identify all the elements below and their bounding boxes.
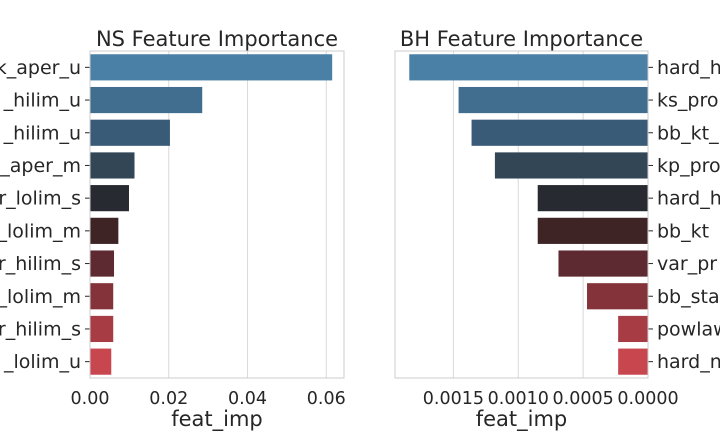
bh-bar [494, 152, 648, 179]
ns-x-tick-label: 0.00 [71, 389, 110, 409]
bh-x-tick-label: 0.0010 [488, 389, 549, 409]
ns-x-tick-label: 0.04 [228, 389, 267, 409]
ns-category-label: _hilim_u [3, 90, 81, 112]
bh-bar [558, 250, 648, 277]
bh-category-label: ks_pro [657, 90, 718, 112]
bh-bar [409, 54, 648, 81]
ns-x-ticks: 0.00 0.02 0.04 0.06 [71, 389, 346, 409]
bh-category-label: var_pr [657, 253, 717, 275]
bh-x-tick-label: 0.0000 [617, 389, 678, 409]
ns-category-label: _lolim_u [3, 351, 81, 373]
bh-category-label: bb_kt [657, 220, 709, 242]
bh-bar [537, 185, 648, 212]
bh-feature-importance-panel: 0.0015 0.0010 0.0005 0.0000 hard_h ks_pro bb_… [394, 27, 720, 432]
ns-chart-title: NS Feature Importance [96, 27, 338, 51]
ns-x-axis-label: feat_imp [171, 407, 263, 432]
bh-bar [618, 315, 648, 343]
ns-category-label: _hilim_u [3, 122, 81, 144]
ns-x-tick-label: 0.06 [307, 389, 346, 409]
bh-bars [409, 54, 648, 375]
ns-bar [90, 217, 119, 244]
ns-category-label: k_aper_u [0, 57, 81, 79]
bh-x-tick-label: 0.0005 [553, 389, 614, 409]
bh-bar [587, 283, 648, 310]
ns-bar [90, 315, 114, 343]
ns-bar [90, 283, 114, 310]
bh-x-axis-label: feat_imp [476, 407, 568, 432]
bh-bar [537, 217, 648, 244]
bh-category-label: hard_h [657, 188, 720, 210]
bh-category-labels: hard_h ks_pro bb_kt_ kp_pro hard_h bb_kt var_p… [648, 57, 720, 373]
ns-bars [90, 54, 333, 375]
bh-category-label: bb_sta [657, 286, 720, 308]
bh-category-label: hard_h [657, 57, 720, 79]
bh-category-label: hard_n [657, 351, 720, 373]
ns-category-labels: k_aper_u _hilim_u _hilim_u _aper_m r_lolim_s… [0, 57, 90, 373]
bh-axes-frame [394, 50, 649, 379]
bh-bar [458, 86, 648, 114]
ns-axes-frame [89, 50, 345, 379]
ns-category-label: _aper_m [0, 155, 81, 177]
bh-category-label: powlaw [657, 318, 720, 340]
bh-bar [618, 348, 648, 375]
bh-category-label: bb_kt_ [657, 122, 719, 144]
ns-category-label: _lolim_m [0, 286, 81, 308]
bh-category-label: kp_pro [657, 155, 720, 177]
ns-bar [90, 250, 115, 277]
ns-bar [90, 185, 129, 212]
ns-category-label: _lolim_m [0, 220, 81, 242]
ns-bar [90, 54, 333, 81]
bh-x-ticks: 0.0015 0.0010 0.0005 0.0000 [423, 389, 679, 409]
ns-bar [90, 348, 112, 375]
ns-bar [90, 119, 170, 146]
ns-category-label: r_hilim_s [0, 253, 81, 275]
ns-category-label: r_hilim_s [0, 318, 81, 340]
bh-x-tick-label: 0.0015 [423, 389, 484, 409]
ns-bar [90, 152, 135, 179]
ns-bar [90, 86, 203, 114]
ns-feature-importance-panel: 0.00 0.02 0.04 0.06 k_aper_u _hilim_u _hilim_… [0, 27, 346, 432]
ns-category-label: r_lolim_s [0, 188, 81, 210]
bh-bar [471, 119, 648, 146]
ns-x-tick-label: 0.02 [149, 389, 188, 409]
bh-chart-title: BH Feature Importance [400, 27, 643, 51]
